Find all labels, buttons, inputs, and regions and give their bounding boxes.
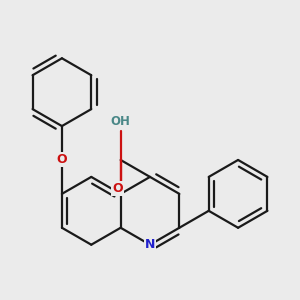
Text: O: O bbox=[112, 182, 123, 195]
Text: N: N bbox=[145, 238, 155, 251]
Text: O: O bbox=[57, 154, 67, 166]
Text: OH: OH bbox=[111, 115, 130, 128]
